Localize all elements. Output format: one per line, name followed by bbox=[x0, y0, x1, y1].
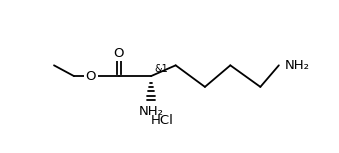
Text: O: O bbox=[86, 70, 96, 83]
Text: HCl: HCl bbox=[151, 114, 174, 127]
Text: &1: &1 bbox=[154, 64, 168, 74]
Text: NH₂: NH₂ bbox=[139, 105, 163, 118]
Text: O: O bbox=[114, 47, 124, 60]
Text: NH₂: NH₂ bbox=[285, 59, 310, 72]
